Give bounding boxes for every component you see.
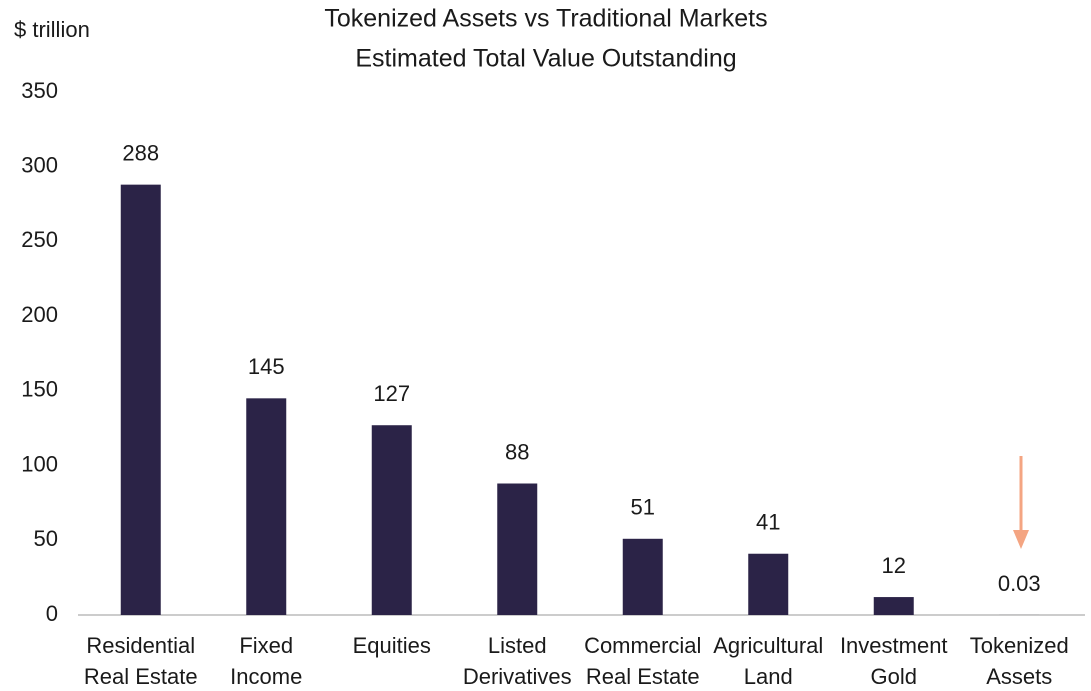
value-label: 41 xyxy=(756,510,780,535)
bar xyxy=(120,184,161,615)
x-tick-label: Commercial xyxy=(584,633,701,658)
y-tick-label: 250 xyxy=(21,227,58,252)
bar xyxy=(246,398,287,615)
x-tick-label: Land xyxy=(744,664,793,689)
x-tick-label: Residential xyxy=(86,633,195,658)
chart-subtitle: Estimated Total Value Outstanding xyxy=(355,45,736,73)
x-tick-label: Equities xyxy=(353,633,431,658)
x-tick-label: Income xyxy=(230,664,302,689)
x-tick-label: Gold xyxy=(871,664,917,689)
y-tick-label: 50 xyxy=(34,526,58,551)
y-axis-label: $ trillion xyxy=(14,17,90,42)
value-label: 127 xyxy=(373,381,410,406)
y-tick-label: 200 xyxy=(21,302,58,327)
y-tick-label: 0 xyxy=(46,601,58,626)
y-tick-label: 100 xyxy=(21,451,58,476)
value-label: 51 xyxy=(631,495,655,520)
bar xyxy=(748,553,789,615)
x-tick-label: Agricultural xyxy=(713,633,823,658)
y-tick-label: 350 xyxy=(21,78,58,103)
value-label: 12 xyxy=(882,553,906,578)
value-label: 288 xyxy=(122,140,159,165)
bar xyxy=(497,483,538,615)
x-tick-label: Tokenized xyxy=(970,633,1069,658)
bar xyxy=(622,538,663,615)
x-tick-label: Real Estate xyxy=(586,664,700,689)
x-tick-label: Fixed xyxy=(239,633,293,658)
x-tick-label: Derivatives xyxy=(463,664,572,689)
x-tick-label: Assets xyxy=(986,664,1052,689)
x-tick-label: Listed xyxy=(488,633,547,658)
x-tick-label: Investment xyxy=(840,633,948,658)
annotation-arrow xyxy=(1013,456,1029,549)
chart-title: Tokenized Assets vs Traditional Markets xyxy=(324,5,767,33)
y-tick-label: 150 xyxy=(21,377,58,402)
value-label: 145 xyxy=(248,354,285,379)
x-tick-label: Real Estate xyxy=(84,664,198,689)
value-label: 0.03 xyxy=(998,571,1041,596)
bar xyxy=(873,597,914,615)
value-label: 88 xyxy=(505,439,529,464)
bar xyxy=(371,425,412,615)
y-tick-label: 300 xyxy=(21,153,58,178)
